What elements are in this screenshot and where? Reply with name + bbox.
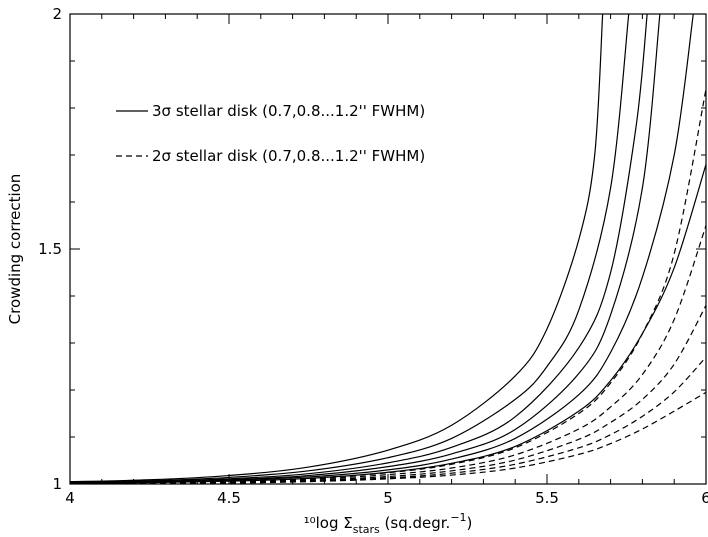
series-line-3sigma-3 [70,14,661,484]
legend-label-3sigma: 3σ stellar disk (0.7,0.8...1.2'' FWHM) [152,102,425,120]
x-tick-label: 6 [701,489,708,507]
x-axis-label-superscript: −1 [450,511,466,524]
series-line-3sigma-2 [70,14,648,484]
y-tick-label: 2 [52,5,62,23]
series-line-2sigma-10 [70,391,706,484]
series-line-2sigma-6 [70,89,706,484]
series-line-2sigma-9 [70,356,706,484]
series-line-3sigma-0 [70,14,604,483]
x-axis-label-subscript: stars [353,523,380,536]
x-tick-label: 5 [383,489,393,507]
series-line-2sigma-7 [70,225,706,484]
series-line-2sigma-8 [70,305,706,484]
plot-area [69,13,707,485]
axis-ticks: 4 4.5 5 5.5 6 1 1.5 2 [38,5,708,507]
x-axis-label-close-paren: ) [467,514,473,532]
y-axis-label: Crowding correction [6,174,24,325]
legend: 3σ stellar disk (0.7,0.8...1.2'' FWHM) 2… [116,102,425,165]
x-tick-label: 5.5 [535,489,559,507]
series-line-3sigma-1 [70,14,630,483]
x-axis-label-main: ¹⁰log Σ [304,514,353,532]
x-tick-label: 4 [65,489,75,507]
x-axis-label: ¹⁰log Σstars (sq.degr.−1) [304,511,473,536]
series-group [70,14,706,484]
plot-frame [69,13,707,485]
y-tick-label: 1.5 [38,240,62,258]
legend-label-2sigma: 2σ stellar disk (0.7,0.8...1.2'' FWHM) [152,147,425,165]
x-axis-label-units: (sq.degr. [380,514,451,532]
x-tick-label: 4.5 [217,489,241,507]
series-line-3sigma-5 [70,164,706,484]
y-tick-label: 1 [52,475,62,493]
